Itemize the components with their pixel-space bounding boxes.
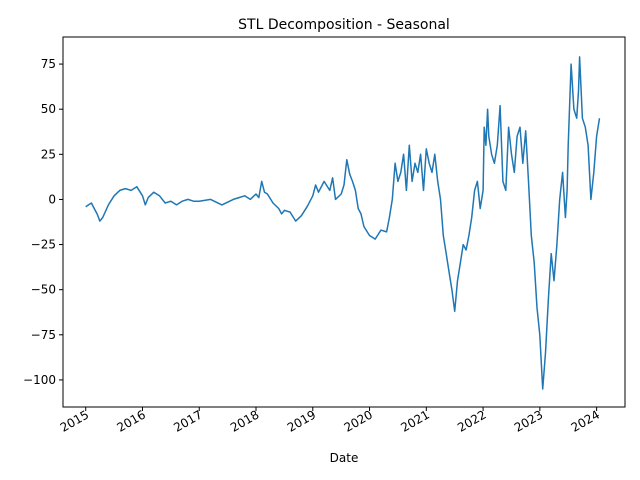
y-tick-label: −25: [31, 238, 56, 252]
y-tick-label: −50: [31, 283, 56, 297]
y-tick-label: −75: [31, 328, 56, 342]
y-tick-label: 0: [48, 192, 56, 206]
y-axis: 75 50 25 0 −25 −50 −75 −100: [23, 57, 63, 387]
y-tick-label: −100: [23, 373, 56, 387]
y-tick-label: 75: [41, 57, 56, 71]
plot-frame: [62, 36, 626, 408]
chart-title: STL Decomposition - Seasonal: [238, 17, 450, 33]
plot-lines: [85, 56, 601, 390]
series-line-seasonal: [85, 56, 601, 390]
x-axis-label: Date: [330, 451, 359, 465]
y-tick-label: 50: [41, 102, 56, 116]
y-tick-label: 25: [41, 147, 56, 161]
